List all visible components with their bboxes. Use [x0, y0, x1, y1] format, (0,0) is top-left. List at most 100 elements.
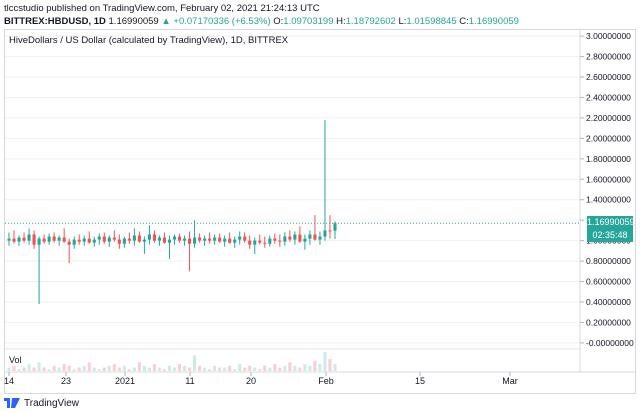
symbol-label: BITTREX:HBDUSD, 1D [4, 16, 106, 27]
y-tick-label: 2.40000000 [586, 92, 631, 102]
chart-frame[interactable] [4, 29, 636, 394]
candle-body [137, 235, 141, 242]
candle-body [333, 223, 337, 231]
x-tick-label: 23 [61, 376, 71, 386]
volume-bar [288, 362, 292, 371]
candle-body [167, 239, 172, 243]
candle-body [162, 237, 167, 243]
candle-body [313, 234, 317, 240]
high-label: H: [336, 16, 346, 27]
current-price-tag: 1.16990059 [587, 216, 635, 229]
candle-body [37, 238, 41, 245]
candle-body [268, 238, 272, 244]
volume-bar [82, 365, 86, 371]
candle-body [42, 238, 46, 242]
x-tick-label: 11 [185, 376, 194, 386]
volume-bar [318, 364, 322, 371]
y-tick-label: 0.80000000 [586, 256, 631, 266]
y-tick-label: 2.00000000 [586, 133, 631, 143]
volume-bar [12, 365, 16, 371]
candle-body [92, 239, 96, 243]
x-tick-label: Feb [318, 376, 334, 386]
candle-body [253, 240, 257, 245]
volume-bar [323, 352, 327, 371]
volume-bar [32, 367, 36, 371]
volume-bar [122, 365, 126, 371]
close-label: C: [459, 16, 469, 27]
volume-bar [172, 367, 177, 371]
candle-body [177, 236, 182, 241]
volume-bar [273, 364, 277, 371]
publish-line: tlccstudio published on TradingView.com,… [4, 3, 320, 14]
volume-bar [308, 365, 312, 371]
y-tick-label: 1.40000000 [586, 195, 631, 205]
volume-label: Vol [9, 355, 22, 365]
candle-body [208, 238, 212, 241]
volume-bar [17, 369, 21, 371]
volume-bar [223, 367, 227, 371]
candle-body [293, 234, 297, 240]
y-tick-label: 0.60000000 [586, 277, 631, 287]
volume-bar [112, 364, 116, 371]
candle-body [67, 241, 71, 245]
y-tick-label: 2.60000000 [586, 72, 631, 82]
candle-body [298, 234, 302, 242]
y-tick-label: 1.60000000 [586, 174, 631, 184]
volume-bar [213, 365, 217, 371]
candle-body [273, 238, 277, 241]
candle-body [172, 236, 177, 240]
volume-bar [97, 369, 101, 371]
volume-bar [67, 365, 71, 371]
volume-bar [258, 369, 262, 371]
candle-body [187, 238, 192, 244]
volume-bar [142, 365, 146, 371]
volume-bar [152, 364, 157, 371]
volume-bar [228, 365, 232, 371]
candle-body [218, 237, 222, 242]
price-change: +0.07170336 (+6.53%) [173, 16, 271, 27]
volume-bar [187, 367, 192, 371]
volume-bar [293, 365, 297, 371]
symbol-ohlc-line: BITTREX:HBDUSD, 1D 1.16990059 ▲ +0.07170… [4, 16, 519, 27]
volume-bar [137, 362, 141, 371]
footer[interactable]: TradingView [4, 396, 79, 410]
volume-bar [57, 367, 61, 371]
volume-bar [182, 365, 187, 371]
candle-body [278, 240, 282, 242]
x-tick-label: Mar [502, 376, 518, 386]
volume-bar [47, 369, 51, 371]
candle-body [127, 238, 131, 241]
open-label: O: [273, 16, 284, 27]
candle-body [77, 239, 81, 242]
volume-bar [77, 367, 81, 371]
tradingview-logo-icon [4, 398, 20, 408]
y-tick-label: 2.80000000 [586, 52, 631, 62]
candle-body [328, 230, 332, 232]
candle-body [238, 236, 242, 240]
volume-bar [72, 369, 76, 371]
candle-body [57, 237, 61, 241]
volume-bar [87, 362, 91, 371]
candle-body [7, 238, 11, 241]
candle-body [82, 238, 86, 242]
candle-body [147, 234, 151, 240]
candle-body [263, 242, 267, 244]
volume-bar [248, 365, 252, 371]
candle-body [182, 238, 187, 241]
candle-body [132, 235, 136, 241]
candle-body [198, 237, 202, 241]
volume-bar [147, 367, 151, 371]
candle-body [97, 236, 101, 240]
candle-body [233, 239, 237, 243]
volume-bar [22, 367, 26, 371]
volume-bar [177, 364, 182, 371]
candle-body [102, 236, 106, 242]
volume-bar [268, 367, 272, 371]
y-tick-label: -0.00000000 [586, 338, 634, 348]
volume-bar [243, 367, 247, 371]
candle-body [52, 236, 56, 241]
candle-body [152, 234, 157, 241]
last-price: 1.16990059 [108, 16, 159, 27]
volume-bar [7, 367, 11, 371]
